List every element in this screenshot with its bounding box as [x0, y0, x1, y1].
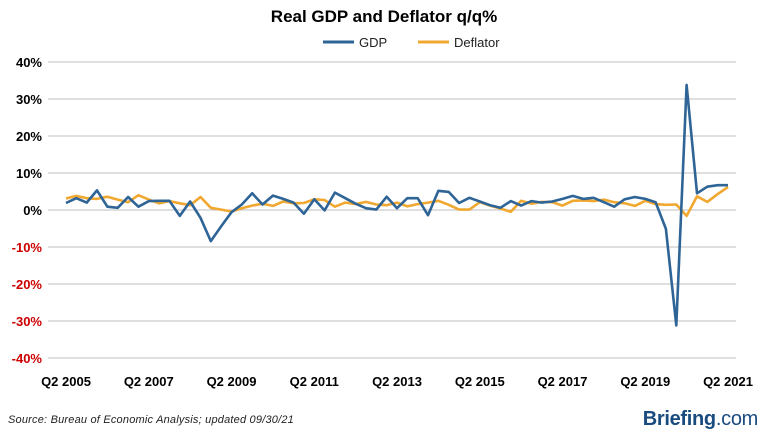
gridlines	[48, 61, 736, 359]
y-tick-label: 20%	[16, 129, 42, 144]
chart-title: Real GDP and Deflator q/q%	[271, 7, 497, 26]
x-tick-label: Q2 2009	[207, 374, 257, 389]
deflator-line	[65, 186, 729, 218]
y-tick-label: -20%	[12, 277, 43, 292]
x-tick-label: Q2 2021	[703, 374, 753, 389]
y-tick-label: 0%	[23, 203, 42, 218]
x-tick-label: Q2 2019	[620, 374, 670, 389]
x-tick-label: Q2 2015	[455, 374, 505, 389]
y-tick-label: 30%	[16, 92, 42, 107]
x-tick-label: Q2 2013	[372, 374, 422, 389]
x-tick-label: Q2 2005	[41, 374, 91, 389]
gdp-line	[65, 83, 728, 327]
y-axis-ticks: 40% 30% 20% 10% 0% -10% -20% -30% -40%	[12, 55, 43, 366]
y-tick-label: -10%	[12, 240, 43, 255]
y-tick-label: -30%	[12, 314, 43, 329]
legend-gdp-label: GDP	[359, 35, 387, 50]
brand-suffix: .com	[715, 408, 758, 430]
x-tick-label: Q2 2011	[290, 374, 339, 389]
x-axis-ticks: Q2 2005 Q2 2007 Q2 2009 Q2 2011 Q2 2013 Q2 20…	[41, 374, 753, 389]
legend-deflator-label: Deflator	[454, 35, 500, 50]
y-tick-label: 10%	[16, 166, 42, 181]
y-tick-label: 40%	[16, 55, 42, 70]
series-lines	[65, 83, 729, 327]
brand-name: Briefing	[642, 408, 716, 430]
x-tick-label: Q2 2017	[538, 374, 588, 389]
source-note: Source: Bureau of Economic Analysis; upd…	[8, 414, 294, 426]
x-tick-label: Q2 2007	[124, 374, 174, 389]
brand-logo[interactable]: Briefing.com	[642, 408, 759, 431]
y-tick-label: -40%	[12, 351, 43, 366]
